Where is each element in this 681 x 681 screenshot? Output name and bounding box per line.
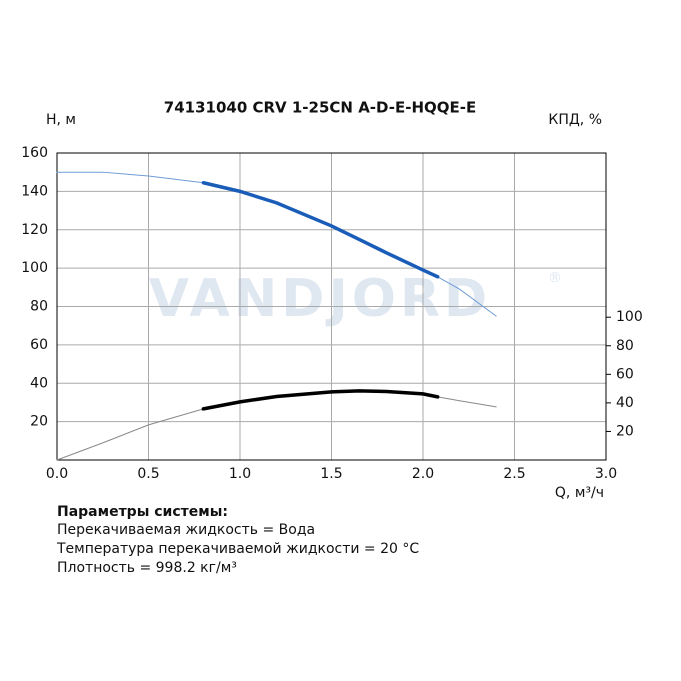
- params-line: Температура перекачиваемой жидкости = 20…: [56, 541, 419, 557]
- x-axis-label: Q, м³/ч: [555, 485, 604, 501]
- y2-tick-label: 40: [616, 395, 634, 411]
- y-tick-label: 40: [30, 375, 48, 391]
- y-axis-label: H, м: [46, 112, 76, 128]
- x-tick-label: 2.0: [412, 466, 434, 482]
- y2-tick-label: 100: [616, 309, 643, 325]
- y-tick-label: 140: [21, 183, 48, 199]
- x-tick-label: 0.0: [46, 466, 68, 482]
- params-line: Перекачиваемая жидкость = Вода: [57, 522, 315, 538]
- y2-tick-label: 60: [616, 366, 634, 382]
- x-tick-label: 3.0: [595, 466, 617, 482]
- y-tick-label: 60: [30, 337, 48, 353]
- curve: [56, 390, 497, 461]
- y-tick-label: 120: [21, 222, 48, 238]
- x-tick-label: 2.5: [503, 466, 525, 482]
- plot-frame: [56, 152, 607, 461]
- curve: [201, 180, 440, 279]
- y2-tick-label: 20: [616, 423, 634, 439]
- x-tick-label: 1.0: [229, 466, 251, 482]
- y-tick-label: 80: [30, 299, 48, 315]
- watermark: VANDJORD: [149, 269, 491, 329]
- y2-axis-label: КПД, %: [548, 112, 602, 128]
- y-tick-label: 160: [21, 145, 48, 161]
- y-tick-label: 20: [30, 414, 48, 430]
- y-tick-label: 100: [21, 260, 48, 276]
- y2-tick-label: 80: [616, 338, 634, 354]
- params-title: Параметры системы:: [57, 504, 228, 520]
- chart-title: 74131040 CRV 1-25CN A-D-E-HQQE-E: [164, 99, 476, 117]
- x-tick-label: 1.5: [320, 466, 342, 482]
- curve: [201, 389, 440, 411]
- x-tick-label: 0.5: [137, 466, 159, 482]
- watermark-mark: ®: [548, 270, 562, 286]
- params-line: Плотность = 998.2 кг/м³: [57, 560, 237, 576]
